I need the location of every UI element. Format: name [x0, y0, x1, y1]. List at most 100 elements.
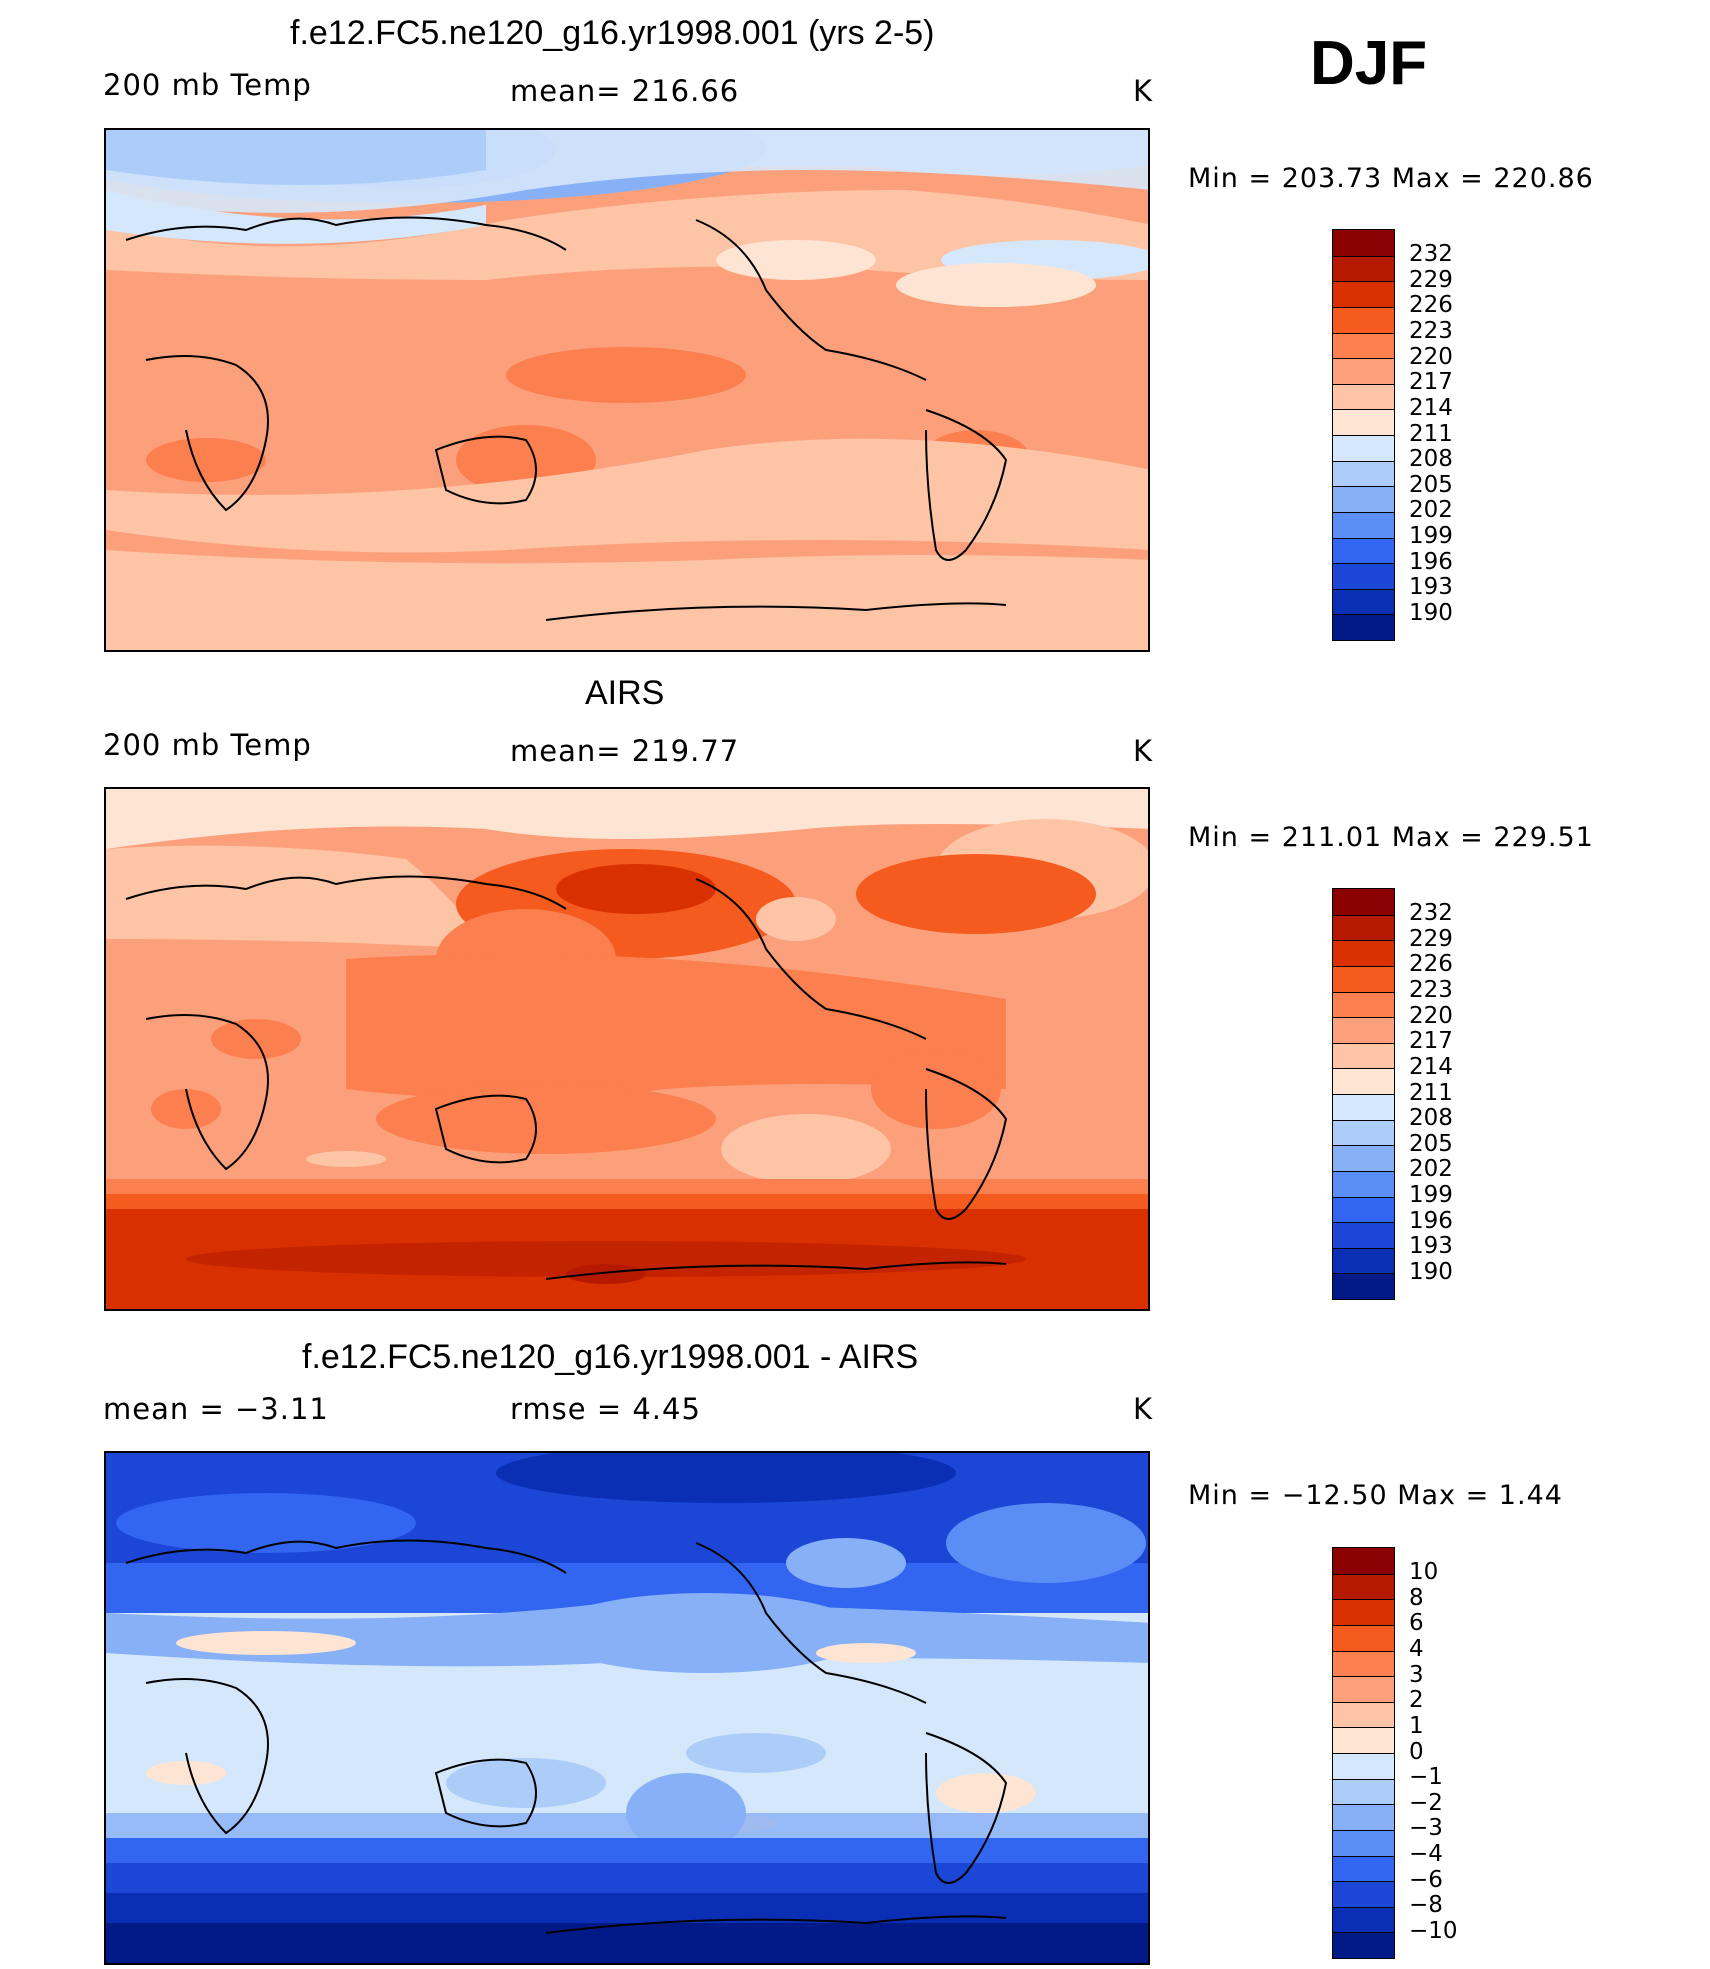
- colorbar-level-label: 205: [1409, 471, 1453, 498]
- colorbar-box: [1333, 511, 1394, 538]
- colorbar-box: [1333, 1068, 1394, 1094]
- colorbar-level-label: 214: [1409, 394, 1453, 421]
- colorbar-level-label: 223: [1409, 318, 1453, 344]
- panel2-units: K: [1133, 734, 1154, 768]
- colorbar-level-label: 193: [1409, 1233, 1453, 1260]
- colorbar-box: [1333, 1778, 1394, 1805]
- colorbar-level-label: −2: [1409, 1789, 1443, 1816]
- colorbar-box: [1333, 1273, 1394, 1299]
- colorbar-box: [1333, 889, 1394, 915]
- colorbar-level-label: 1: [1409, 1712, 1424, 1739]
- colorbar-level-label: 190: [1409, 599, 1453, 626]
- panel3-mean-label: mean = −3.11: [103, 1392, 329, 1426]
- colorbar-level-label: 208: [1409, 1105, 1453, 1132]
- panel2-map: [104, 787, 1150, 1311]
- colorbar-level-label: 229: [1409, 266, 1453, 293]
- colorbar-level-label: 199: [1409, 523, 1453, 549]
- colorbar-box: [1333, 1676, 1394, 1702]
- colorbar-level-label: 10: [1409, 1559, 1439, 1586]
- colorbar-box: [1333, 1548, 1394, 1574]
- colorbar-level-label: 202: [1409, 497, 1453, 524]
- colorbar-box: [1333, 1881, 1394, 1907]
- colorbar-level-label: 0: [1409, 1738, 1424, 1765]
- colorbar-box: [1333, 1042, 1394, 1069]
- colorbar-level-label: 220: [1409, 1002, 1453, 1029]
- colorbar-box: [1333, 1804, 1394, 1830]
- colorbar-box: [1333, 563, 1394, 589]
- colorbar-level-label: 2: [1409, 1687, 1424, 1714]
- panel1-map-field: [106, 130, 1148, 650]
- colorbar-box: [1333, 1829, 1394, 1856]
- colorbar-box: [1333, 537, 1394, 564]
- panel3-map-field: [106, 1453, 1148, 1963]
- panel3-title: f.e12.FC5.ne120_g16.yr1998.001 - AIRS: [302, 1338, 919, 1376]
- colorbar-level-label: −6: [1409, 1866, 1443, 1893]
- colorbar-box: [1333, 230, 1394, 256]
- colorbar-box: [1333, 1932, 1394, 1958]
- panel1-variable-label: 200 mb Temp: [103, 68, 312, 102]
- colorbar-level-label: 8: [1409, 1584, 1424, 1611]
- colorbar-level-label: −1: [1409, 1764, 1443, 1791]
- colorbar-box: [1333, 1753, 1394, 1779]
- colorbar-level-label: 232: [1409, 900, 1453, 927]
- colorbar-box: [1333, 1094, 1394, 1120]
- panel2-mean-label: mean= 219.77: [510, 734, 740, 768]
- colorbar-box: [1333, 383, 1394, 410]
- colorbar-box: [1333, 1222, 1394, 1248]
- panel1-colorbar: [1332, 229, 1395, 641]
- colorbar-box: [1333, 358, 1394, 384]
- colorbar-box: [1333, 1599, 1394, 1625]
- colorbar-level-label: 226: [1409, 292, 1453, 319]
- colorbar-box: [1333, 409, 1394, 435]
- colorbar-box: [1333, 255, 1394, 282]
- panel1-map: [104, 128, 1150, 652]
- colorbar-level-label: 226: [1409, 951, 1453, 978]
- panel3-units: K: [1133, 1392, 1154, 1426]
- colorbar-level-label: 208: [1409, 446, 1453, 473]
- colorbar-level-label: 205: [1409, 1130, 1453, 1157]
- colorbar-box: [1333, 588, 1394, 615]
- colorbar-level-label: 196: [1409, 1207, 1453, 1234]
- colorbar-box: [1333, 435, 1394, 461]
- colorbar-level-label: 3: [1409, 1661, 1424, 1688]
- panel1-mean-label: mean= 216.66: [510, 74, 740, 108]
- colorbar-level-label: 190: [1409, 1258, 1453, 1285]
- colorbar-level-label: 229: [1409, 925, 1453, 952]
- colorbar-box: [1333, 332, 1394, 359]
- colorbar-level-label: −3: [1409, 1815, 1443, 1842]
- colorbar-level-label: 214: [1409, 1053, 1453, 1080]
- colorbar-box: [1333, 1573, 1394, 1600]
- colorbar-level-label: 199: [1409, 1182, 1453, 1208]
- colorbar-level-label: 211: [1409, 420, 1453, 447]
- colorbar-box: [1333, 1247, 1394, 1274]
- panel3-rmse-label: rmse = 4.45: [510, 1392, 701, 1426]
- colorbar-level-label: 220: [1409, 343, 1453, 370]
- colorbar-level-label: −8: [1409, 1892, 1443, 1919]
- colorbar-box: [1333, 460, 1394, 487]
- colorbar-box: [1333, 1906, 1394, 1933]
- panel1-minmax: Min = 203.73 Max = 220.86: [1188, 163, 1594, 194]
- colorbar-box: [1333, 1170, 1394, 1197]
- colorbar-level-label: −4: [1409, 1841, 1443, 1867]
- colorbar-box: [1333, 1145, 1394, 1171]
- colorbar-level-label: 211: [1409, 1079, 1453, 1106]
- colorbar-level-label: 193: [1409, 574, 1453, 601]
- colorbar-box: [1333, 1624, 1394, 1651]
- colorbar-level-label: 6: [1409, 1610, 1424, 1637]
- colorbar-box: [1333, 1119, 1394, 1146]
- colorbar-box: [1333, 991, 1394, 1018]
- colorbar-box: [1333, 306, 1394, 333]
- colorbar-box: [1333, 1017, 1394, 1043]
- colorbar-box: [1333, 1855, 1394, 1882]
- colorbar-box: [1333, 486, 1394, 512]
- colorbar-level-label: −10: [1409, 1917, 1458, 1944]
- panel2-map-field: [106, 789, 1148, 1309]
- panel2-title: AIRS: [585, 674, 665, 712]
- colorbar-box: [1333, 940, 1394, 966]
- panel2-minmax: Min = 211.01 Max = 229.51: [1188, 822, 1594, 853]
- colorbar-box: [1333, 914, 1394, 941]
- panel1-title: f.e12.FC5.ne120_g16.yr1998.001 (yrs 2-5): [290, 14, 935, 52]
- colorbar-level-label: 232: [1409, 241, 1453, 268]
- panel3-map: [104, 1451, 1150, 1965]
- panel2-variable-label: 200 mb Temp: [103, 728, 312, 762]
